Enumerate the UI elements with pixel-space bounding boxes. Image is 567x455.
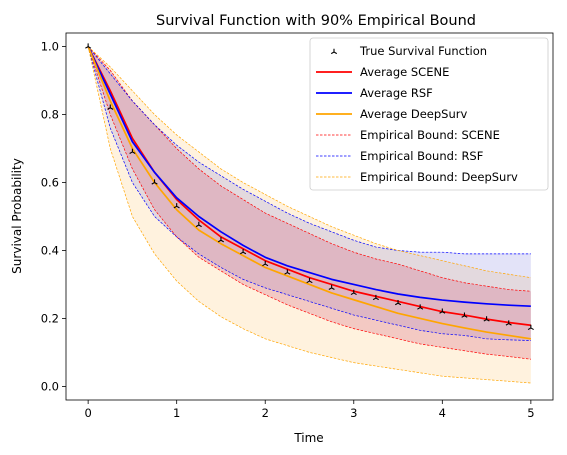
legend-box xyxy=(309,37,549,191)
plot-frame xyxy=(65,32,554,401)
true-survival-point-2 xyxy=(129,148,136,155)
bound-line-empirical-bound-scene-upper xyxy=(87,46,531,292)
bound-line-empirical-bound-rsf-lower xyxy=(87,46,531,341)
plot-area xyxy=(85,43,534,384)
x-axis-ticks: 0 1 2 3 4 5 xyxy=(84,400,535,420)
true-survival-point-5 xyxy=(195,221,202,228)
legend-entry-average-deepsurv: Average DeepSurv xyxy=(316,107,468,121)
legend-label: Empirical Bound: RSF xyxy=(360,149,483,163)
band-fill-empirical-bound-deepsurv xyxy=(88,46,531,384)
true-survival-point-12 xyxy=(350,289,357,296)
y-tick-label: 0.0 xyxy=(41,379,59,393)
true-survival-point-13 xyxy=(372,294,379,301)
series-line-average-rsf xyxy=(87,46,531,308)
x-tick-label: 2 xyxy=(262,406,269,420)
legend-label: Average RSF xyxy=(360,86,433,100)
band-fill-empirical-bound-rsf xyxy=(88,46,531,341)
band-fill-empirical-bound-scene xyxy=(88,46,531,360)
true-survival-point-18 xyxy=(483,316,490,322)
y-tick-label: 0.8 xyxy=(41,108,59,122)
true-survival-point-19 xyxy=(505,320,512,326)
bound-line-empirical-bound-scene-lower xyxy=(87,46,531,360)
x-axis-label: Time xyxy=(293,431,323,445)
y-tick-label: 0.6 xyxy=(41,176,59,190)
y-tick-label: 1.0 xyxy=(41,40,59,54)
x-tick-label: 0 xyxy=(84,406,91,420)
true-survival-point-17 xyxy=(461,312,468,318)
bound-line-empirical-bound-rsf-upper xyxy=(87,46,531,255)
legend-label: Average SCENE xyxy=(360,65,449,79)
average-lines xyxy=(87,46,531,340)
x-tick-label: 3 xyxy=(350,406,357,420)
y-axis-ticks: 0.0 0.2 0.4 0.6 0.8 1.0 xyxy=(41,40,66,393)
bound-line-empirical-bound-deepsurv-lower xyxy=(87,46,531,384)
legend-entry-average-rsf: Average RSF xyxy=(316,86,433,100)
true-survival-point-4 xyxy=(173,203,180,209)
true-survival-point-14 xyxy=(394,299,402,306)
true-survival-point-3 xyxy=(151,179,158,185)
legend-entry-empirical-bound-scene: Empirical Bound: SCENE xyxy=(316,128,500,142)
legend-label: Empirical Bound: SCENE xyxy=(360,128,500,142)
true-survival-point-6 xyxy=(217,237,225,243)
true-survival-point-9 xyxy=(284,269,291,275)
true-survival-point-11 xyxy=(328,284,335,290)
true-survival-point-10 xyxy=(306,277,313,284)
x-tick-label: 4 xyxy=(439,406,446,420)
x-tick-label: 1 xyxy=(173,406,180,420)
bound-line-empirical-bound-deepsurv-upper xyxy=(87,46,531,279)
bound-lines xyxy=(87,46,531,384)
legend-label: Average DeepSurv xyxy=(360,107,468,121)
legend-entry-true-survival-function: True Survival Function xyxy=(330,44,487,58)
y-tick-label: 0.2 xyxy=(41,311,59,325)
x-tick-label: 5 xyxy=(527,406,534,420)
chart-title: Survival Function with 90% Empirical Bou… xyxy=(156,13,476,29)
true-survival-point-20 xyxy=(527,324,534,331)
y-tick-label: 0.4 xyxy=(41,243,59,257)
legend-entry-empirical-bound-rsf: Empirical Bound: RSF xyxy=(316,149,483,163)
true-survival-point-8 xyxy=(262,260,269,267)
legend: True Survival Function Average SCENE Avera… xyxy=(309,37,549,191)
true-survival-point-1 xyxy=(107,104,114,110)
true-survival-markers xyxy=(85,43,534,331)
series-line-average-deepsurv xyxy=(87,46,531,340)
legend-entry-average-scene: Average SCENE xyxy=(316,65,449,79)
true-survival-point-15 xyxy=(417,304,424,310)
legend-marker xyxy=(330,48,338,55)
y-axis-label: Survival Probability xyxy=(10,158,24,274)
confidence-bands xyxy=(88,46,531,384)
legend-label: True Survival Function xyxy=(359,44,487,58)
true-survival-point-7 xyxy=(240,248,247,255)
true-survival-point-0 xyxy=(85,43,92,49)
true-survival-point-16 xyxy=(439,308,446,314)
legend-label: Empirical Bound: DeepSurv xyxy=(360,170,518,184)
legend-entry-empirical-bound-deepsurv: Empirical Bound: DeepSurv xyxy=(316,170,518,184)
